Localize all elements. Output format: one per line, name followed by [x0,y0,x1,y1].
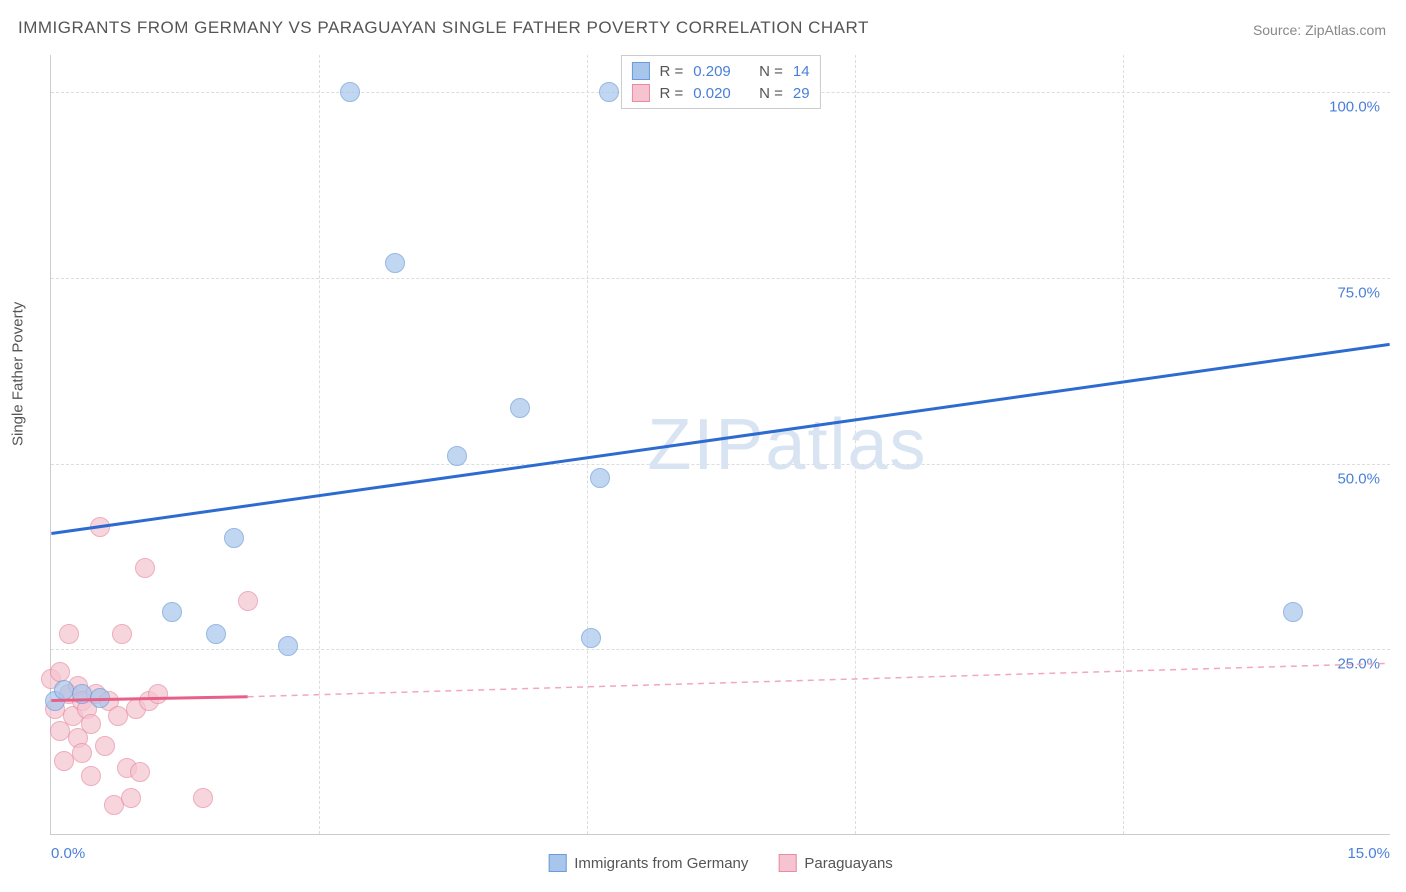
scatter-point-germany [278,636,298,656]
scatter-point-germany [224,528,244,548]
source-attribution: Source: ZipAtlas.com [1253,22,1386,38]
scatter-point-paraguayans [135,558,155,578]
scatter-point-paraguayans [95,736,115,756]
scatter-point-germany [1283,602,1303,622]
x-tick-label: 0.0% [51,845,85,862]
y-tick-label: 25.0% [1337,656,1380,673]
y-axis-title: Single Father Poverty [10,302,27,446]
legend-swatch-germany [548,854,566,872]
trendlines-layer [51,55,1390,834]
scatter-point-paraguayans [148,684,168,704]
gridline-vertical [319,55,320,834]
scatter-point-germany [599,82,619,102]
legend-correlation-box: R = 0.209 N = 14 R = 0.020 N = 29 [620,55,820,109]
n-label: N = [759,85,783,102]
trendline [248,663,1390,696]
scatter-point-germany [340,82,360,102]
trendline [51,344,1389,533]
gridline-horizontal [51,278,1390,279]
x-tick-label: 15.0% [1347,845,1390,862]
r-label: R = [659,85,683,102]
scatter-point-paraguayans [50,662,70,682]
scatter-point-paraguayans [193,788,213,808]
legend-label-paraguayans: Paraguayans [804,855,892,872]
scatter-point-paraguayans [59,624,79,644]
legend-swatch-paraguayans [778,854,796,872]
gridline-horizontal [51,464,1390,465]
scatter-point-paraguayans [72,743,92,763]
watermark: ZIPatlas [647,404,927,486]
scatter-point-germany [54,680,74,700]
scatter-point-paraguayans [81,714,101,734]
gridline-vertical [587,55,588,834]
germany-n-value: 14 [793,63,810,80]
legend-item-paraguayans: Paraguayans [778,854,892,872]
scatter-point-germany [510,398,530,418]
r-label: R = [659,63,683,80]
scatter-point-paraguayans [130,762,150,782]
scatter-point-germany [447,446,467,466]
scatter-point-germany [590,468,610,488]
germany-r-value: 0.209 [693,63,731,80]
source-label: Source: [1253,22,1305,38]
y-tick-label: 50.0% [1337,470,1380,487]
scatter-point-paraguayans [90,517,110,537]
gridline-horizontal [51,649,1390,650]
legend-swatch-germany [631,62,649,80]
scatter-point-paraguayans [121,788,141,808]
scatter-point-paraguayans [112,624,132,644]
scatter-point-paraguayans [81,766,101,786]
legend-row-germany: R = 0.209 N = 14 [631,60,809,82]
legend-series: Immigrants from Germany Paraguayans [548,854,893,872]
scatter-point-germany [581,628,601,648]
gridline-vertical [855,55,856,834]
scatter-point-germany [90,688,110,708]
legend-swatch-paraguayans [631,84,649,102]
scatter-point-germany [72,684,92,704]
y-tick-label: 100.0% [1329,99,1380,116]
legend-label-germany: Immigrants from Germany [574,855,748,872]
legend-item-germany: Immigrants from Germany [548,854,748,872]
y-tick-label: 75.0% [1337,284,1380,301]
legend-row-paraguayans: R = 0.020 N = 29 [631,82,809,104]
scatter-point-germany [385,253,405,273]
gridline-vertical [1123,55,1124,834]
paraguayans-n-value: 29 [793,85,810,102]
paraguayans-r-value: 0.020 [693,85,731,102]
chart-container: IMMIGRANTS FROM GERMANY VS PARAGUAYAN SI… [0,0,1406,892]
n-label: N = [759,63,783,80]
source-value: ZipAtlas.com [1305,22,1386,38]
plot-area: ZIPatlas R = 0.209 N = 14 R = 0.020 N = … [50,55,1390,835]
scatter-point-paraguayans [238,591,258,611]
scatter-point-germany [162,602,182,622]
scatter-point-germany [206,624,226,644]
chart-title: IMMIGRANTS FROM GERMANY VS PARAGUAYAN SI… [18,18,869,38]
